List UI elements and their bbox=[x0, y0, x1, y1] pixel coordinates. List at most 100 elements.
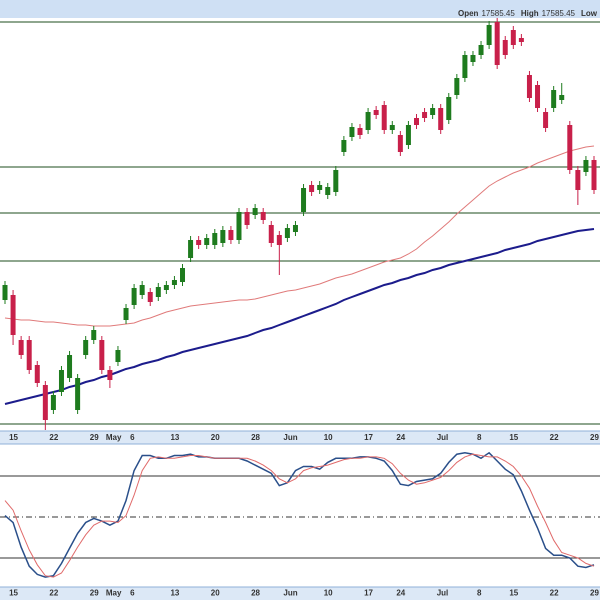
candle-body bbox=[139, 285, 145, 295]
candle-body bbox=[75, 378, 81, 410]
x-tick-label: 20 bbox=[211, 588, 220, 597]
header-label: Open bbox=[458, 9, 479, 18]
candle-body bbox=[155, 287, 161, 297]
x-tick-label: 24 bbox=[396, 588, 405, 597]
series-line bbox=[4, 145, 595, 327]
x-tick-label: 28 bbox=[251, 588, 260, 597]
candle-body bbox=[107, 370, 113, 380]
candle-body bbox=[381, 105, 387, 130]
x-tick-label: 15 bbox=[509, 433, 518, 442]
candle-body bbox=[196, 240, 202, 245]
candle-body bbox=[349, 127, 355, 137]
candle-body bbox=[115, 350, 121, 362]
x-tick-label: 15 bbox=[9, 433, 18, 442]
candle-body bbox=[34, 365, 40, 383]
candle-body bbox=[341, 140, 347, 152]
x-tick-label: Jul bbox=[437, 588, 449, 597]
candle-body bbox=[357, 128, 363, 135]
date-strip bbox=[0, 587, 600, 600]
candle-body bbox=[58, 370, 64, 392]
header-value: 17585.45 bbox=[542, 9, 576, 18]
candle-body bbox=[413, 118, 419, 125]
candle-body bbox=[486, 25, 492, 45]
candle-body bbox=[575, 170, 581, 190]
candle-body bbox=[212, 233, 218, 245]
candle-body bbox=[397, 135, 403, 152]
candle-body bbox=[67, 355, 73, 378]
x-tick-label: 13 bbox=[170, 588, 179, 597]
x-tick-label: 15 bbox=[509, 588, 518, 597]
candle-body bbox=[228, 230, 234, 240]
header-label: Low bbox=[581, 9, 598, 18]
candle-body bbox=[559, 95, 565, 100]
x-tick-label: Jul bbox=[437, 433, 449, 442]
candle-body bbox=[123, 308, 129, 320]
x-tick-label: 10 bbox=[324, 588, 333, 597]
candle-body bbox=[18, 340, 24, 355]
candle-body bbox=[389, 125, 395, 130]
candle-body bbox=[438, 108, 444, 130]
x-tick-label: Jun bbox=[283, 588, 297, 597]
header-value: 17585.45 bbox=[481, 9, 515, 18]
candle-body bbox=[204, 238, 210, 245]
x-tick-label: 10 bbox=[324, 433, 333, 442]
candle-body bbox=[567, 125, 573, 170]
x-tick-label: 6 bbox=[130, 588, 135, 597]
candle-body bbox=[292, 225, 298, 232]
candle-body bbox=[430, 108, 436, 115]
candle-body bbox=[317, 185, 323, 190]
candle-body bbox=[50, 395, 56, 410]
candle-body bbox=[454, 78, 460, 95]
candle-body bbox=[446, 97, 452, 120]
candle-body bbox=[494, 22, 500, 65]
x-tick-label: Jun bbox=[283, 433, 297, 442]
candle-body bbox=[26, 340, 32, 370]
candle-body bbox=[236, 212, 242, 240]
x-tick-label: 22 bbox=[550, 588, 559, 597]
candle-body bbox=[83, 340, 89, 355]
candle-body bbox=[422, 112, 428, 118]
candle-body bbox=[252, 208, 258, 215]
candle-body bbox=[10, 295, 16, 335]
x-tick-label: 22 bbox=[49, 588, 58, 597]
x-tick-label: 17 bbox=[364, 433, 373, 442]
x-tick-label: 8 bbox=[477, 588, 482, 597]
candle-body bbox=[583, 160, 589, 172]
candle-body bbox=[470, 55, 476, 62]
candle-body bbox=[180, 268, 186, 282]
candle-body bbox=[268, 225, 274, 243]
candle-body bbox=[551, 90, 557, 108]
candle-body bbox=[526, 75, 532, 98]
x-tick-label: 22 bbox=[550, 433, 559, 442]
candle-body bbox=[543, 112, 549, 128]
candle-body bbox=[405, 125, 411, 145]
candle-body bbox=[91, 330, 97, 340]
candle-body bbox=[301, 188, 307, 212]
series-line bbox=[4, 228, 595, 405]
x-tick-label: May bbox=[106, 433, 122, 442]
x-tick-label: 28 bbox=[251, 433, 260, 442]
candle-body bbox=[309, 185, 315, 192]
x-tick-label: 29 bbox=[90, 433, 99, 442]
candle-body bbox=[276, 235, 282, 245]
date-strip bbox=[0, 431, 600, 444]
x-tick-label: 20 bbox=[211, 433, 220, 442]
candle-body bbox=[99, 340, 105, 370]
x-tick-label: 22 bbox=[49, 433, 58, 442]
x-tick-label: 29 bbox=[590, 433, 599, 442]
x-tick-label: May bbox=[106, 588, 122, 597]
header-label: High bbox=[521, 9, 539, 18]
candle-body bbox=[535, 85, 541, 108]
candle-body bbox=[462, 55, 468, 78]
candle-body bbox=[171, 280, 177, 285]
candle-body bbox=[518, 38, 524, 42]
candle-body bbox=[163, 285, 169, 290]
candle-body bbox=[478, 45, 484, 55]
candle-body bbox=[333, 170, 339, 192]
candle-body bbox=[42, 385, 48, 420]
candle-body bbox=[220, 230, 226, 243]
series-line bbox=[4, 451, 595, 578]
candle-body bbox=[502, 40, 508, 55]
